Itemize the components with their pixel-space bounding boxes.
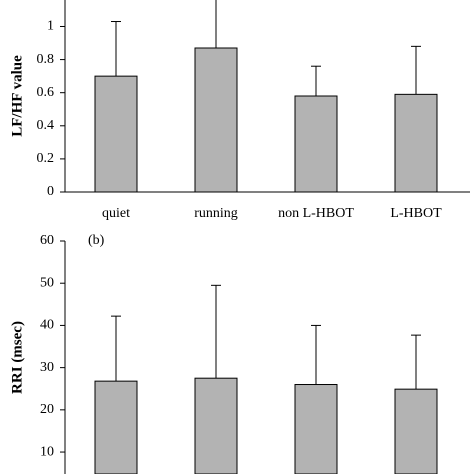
x-tick-label: quiet (102, 206, 130, 221)
panel-label: (b) (88, 233, 105, 248)
y-tick-label: 0.6 (37, 85, 55, 100)
x-tick-label: non L-HBOT (278, 206, 354, 221)
bar (394, 93, 438, 193)
x-tick-label: running (194, 206, 238, 221)
y-tick-label: 10 (40, 444, 54, 459)
y-tick-label: 0.8 (37, 52, 55, 67)
y-tick-label: 60 (40, 233, 54, 248)
bar (294, 384, 338, 474)
y-tick-label: 1 (47, 19, 54, 34)
y-tick-label: 20 (40, 402, 54, 417)
y-tick-label: 0.4 (37, 118, 55, 133)
y-tick-label: 0 (47, 184, 54, 199)
bar (94, 75, 138, 193)
bar (394, 388, 438, 474)
y-tick-label: 50 (40, 275, 54, 290)
x-tick-label: L-HBOT (390, 206, 442, 221)
y-tick-label: 40 (40, 318, 54, 333)
bar (94, 380, 138, 474)
y-axis-label: RRI (msec) (9, 321, 25, 394)
bar (194, 47, 238, 193)
y-tick-label: 30 (40, 360, 54, 375)
bar (294, 95, 338, 193)
y-tick-label: 0.2 (37, 151, 55, 166)
bar (194, 377, 238, 474)
y-axis-label: LF/HF value (9, 55, 25, 137)
